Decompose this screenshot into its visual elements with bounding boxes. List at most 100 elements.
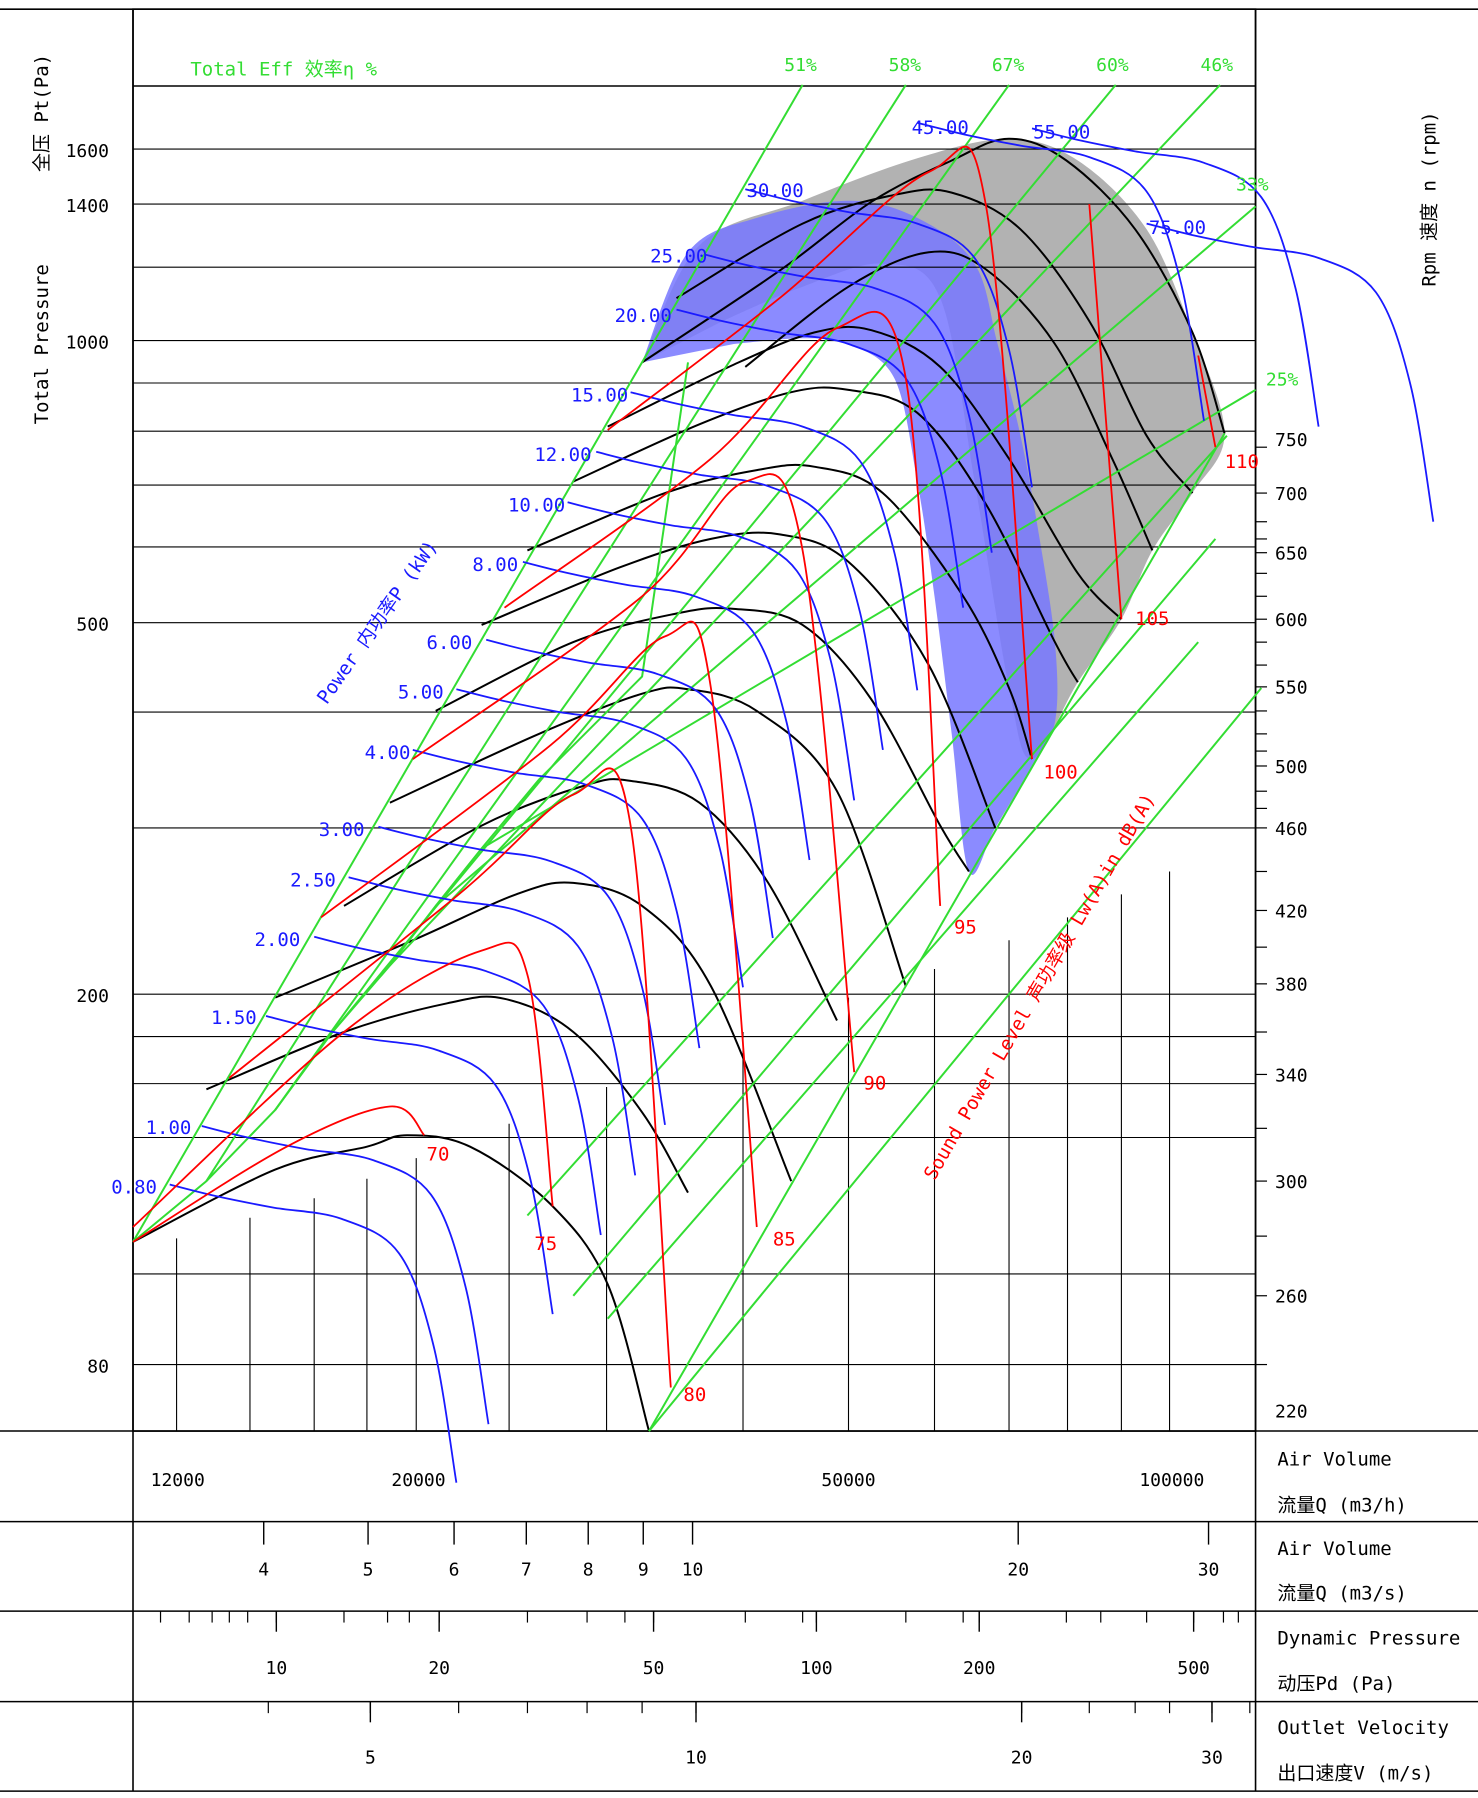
left-tick-label: 80	[87, 1357, 109, 1378]
power-curve	[1146, 222, 1435, 522]
left-tick-label: 500	[76, 615, 109, 636]
x-tick-label: 30	[1198, 1560, 1220, 1581]
efficiency-label: 33%	[1236, 174, 1269, 195]
x-tick-label: 30	[1201, 1748, 1223, 1769]
sound-label: 70	[427, 1143, 450, 1165]
power-label: 1.00	[146, 1117, 192, 1139]
sound-label: 110	[1225, 451, 1259, 473]
efficiency-label: 25%	[1266, 369, 1299, 390]
efficiency-line	[526, 435, 1228, 1217]
efficiency-line	[606, 641, 1199, 1320]
x-tick-label: 20	[1011, 1748, 1033, 1769]
power-curve	[704, 253, 993, 553]
left-tick-label: 200	[76, 986, 109, 1007]
right-tick-label: 340	[1275, 1065, 1308, 1086]
x-axis-label-cn: 流量Q (m3/s)	[1277, 1583, 1407, 1605]
power-curve	[265, 1015, 554, 1315]
efficiency-label: 51%	[784, 55, 817, 76]
x-tick-label: 200	[963, 1658, 996, 1679]
x-axis-label-en: Dynamic Pressure	[1277, 1627, 1460, 1649]
efficiency-title: Total Eff 效率η %	[190, 59, 377, 81]
left-axis-label-cn: 全压 Pt(Pa)	[31, 54, 53, 172]
sound-label: 90	[863, 1072, 886, 1094]
x-tick-label: 8	[583, 1560, 594, 1581]
efficiency-boundary-line	[648, 432, 1226, 1432]
x-tick-label: 7	[521, 1560, 532, 1581]
efficiency-label: 58%	[889, 55, 922, 76]
x-tick-label: 4	[258, 1560, 269, 1581]
power-label: 0.80	[111, 1177, 157, 1199]
x-tick-label: 50	[643, 1658, 665, 1679]
rpm-curve	[607, 325, 1123, 620]
right-tick-label: 380	[1275, 975, 1308, 996]
power-curve	[1031, 127, 1320, 427]
x-axis-label-cn: 动压Pd (Pa)	[1277, 1673, 1395, 1695]
power-curve	[745, 188, 1033, 488]
right-axis-label: Rpm 速度 n (rpm)	[1419, 111, 1441, 286]
x-tick-label: 100	[800, 1658, 833, 1679]
x-tick-label: 20	[428, 1658, 450, 1679]
sound-curve	[607, 145, 1033, 760]
sound-curve	[503, 310, 942, 906]
sound-curve	[320, 620, 758, 1228]
power-curve	[676, 308, 965, 608]
sound-curve	[132, 941, 554, 1228]
power-label: 75.00	[1149, 217, 1206, 239]
x-axis-label-cn: 流量Q (m3/h)	[1277, 1494, 1407, 1516]
power-label: 25.00	[650, 246, 707, 268]
efficiency-label: 60%	[1096, 55, 1129, 76]
x-tick-label: 100000	[1139, 1470, 1204, 1491]
rpm-curve	[274, 881, 793, 1182]
rpm-curve	[572, 386, 1079, 683]
x-axis-label-cn: 出口速度V (m/s)	[1277, 1763, 1433, 1785]
efficiency-line	[648, 687, 1263, 1432]
right-tick-label: 550	[1275, 678, 1308, 699]
efficiency-line	[389, 84, 1221, 967]
power-label: 2.00	[255, 929, 301, 951]
x-tick-label: 5	[365, 1748, 376, 1769]
sound-label: 105	[1135, 608, 1169, 630]
power-label: 12.00	[534, 444, 591, 466]
right-tick-label: 460	[1275, 819, 1308, 840]
rpm-curve	[744, 250, 1154, 551]
x-tick-label: 12000	[151, 1470, 205, 1491]
efficiency-left-boundary	[132, 362, 689, 1243]
x-tick-label: 50000	[821, 1470, 875, 1491]
sound-label: 75	[534, 1233, 557, 1255]
rpm-curve	[389, 686, 907, 987]
power-curve	[201, 1125, 490, 1425]
rpm-curve	[675, 188, 1194, 494]
x-tick-label: 5	[363, 1560, 374, 1581]
rpm-curve	[527, 463, 1033, 760]
sound-curve	[1197, 355, 1217, 448]
x-axis-label-en: Air Volume	[1277, 1448, 1391, 1470]
efficiency-line	[132, 84, 804, 1243]
right-tick-label: 300	[1275, 1172, 1308, 1193]
right-tick-label: 260	[1275, 1287, 1308, 1308]
power-curve	[169, 1183, 458, 1483]
curve-layer	[132, 84, 1435, 1483]
power-label: 6.00	[427, 632, 473, 654]
x-tick-label: 9	[638, 1560, 649, 1581]
sound-label: 100	[1043, 762, 1077, 784]
power-curve	[348, 876, 637, 1176]
power-label: 10.00	[508, 494, 565, 516]
efficiency-line	[481, 389, 1257, 850]
x-tick-label: 20000	[391, 1470, 445, 1491]
power-label: 3.00	[319, 819, 365, 841]
right-tick-label: 600	[1275, 610, 1308, 631]
power-curve	[378, 825, 666, 1126]
efficiency-label: 46%	[1201, 55, 1234, 76]
right-tick-label: 750	[1275, 430, 1308, 451]
left-axis-label-en: Total Pressure	[31, 264, 53, 424]
optimal-region	[642, 200, 1058, 875]
efficiency-line	[572, 538, 1217, 1297]
sound-curve	[228, 767, 672, 1388]
left-tick-label: 1600	[66, 141, 109, 162]
right-tick-label: 220	[1275, 1401, 1308, 1422]
power-curve	[412, 749, 701, 1049]
power-label: 30.00	[746, 180, 803, 202]
power-label: 15.00	[571, 384, 628, 406]
power-label: 45.00	[912, 117, 969, 139]
power-curve	[917, 121, 1205, 421]
